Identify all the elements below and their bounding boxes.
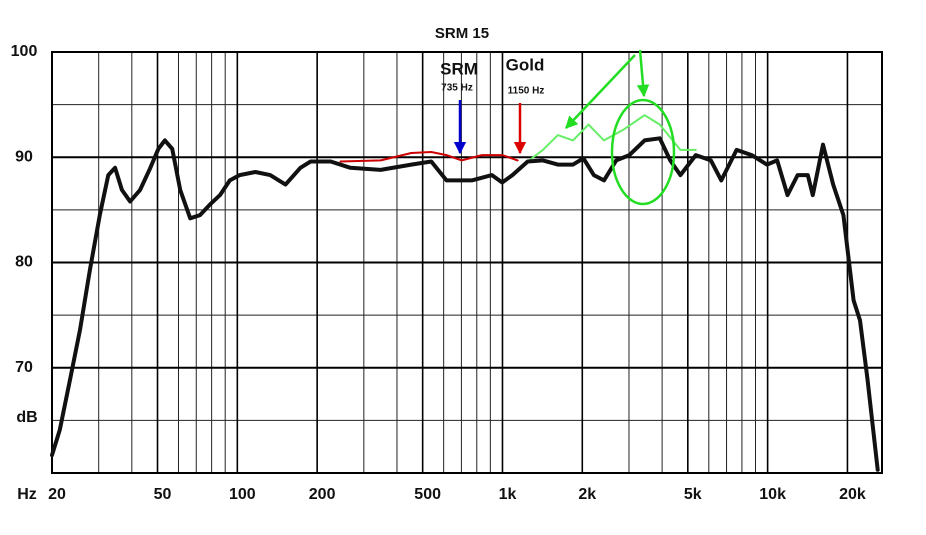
x-axis-label: Hz [17, 486, 37, 503]
annotation: 1150 Hz [508, 86, 545, 97]
y-tick-label: 70 [15, 359, 33, 376]
annotation: 735 Hz [441, 83, 473, 94]
plot-frame [51, 51, 883, 474]
x-tick-label: 20 [48, 486, 66, 503]
highlight-ellipse [610, 98, 676, 206]
y-tick-label: 80 [15, 254, 33, 271]
annotation-arrow [565, 54, 636, 129]
annotation: Gold [506, 55, 545, 74]
series-line [339, 151, 519, 163]
y-axis-label: dB [16, 409, 37, 426]
annotation: SRM [440, 59, 478, 78]
series-line [511, 114, 697, 177]
x-tick-label: 500 [414, 486, 441, 503]
x-tick-label: 1k [499, 486, 517, 503]
x-tick-label: 200 [309, 486, 336, 503]
series-line [50, 136, 880, 472]
y-tick-label: 90 [15, 148, 33, 165]
x-tick-label: 5k [684, 486, 702, 503]
grid: 70 80 90 100 20 50 100 200 500 1k 2k 5k 10k 20k [11, 43, 883, 503]
x-tick-label: 50 [154, 486, 172, 503]
annotations: SRM 735 Hz Gold 1150 Hz [440, 49, 676, 206]
x-tick-label: 2k [578, 486, 596, 503]
annotation-arrow [636, 49, 650, 98]
lines [50, 114, 880, 472]
chart-title: SRM 15 [435, 25, 489, 42]
x-tick-label: 100 [229, 486, 256, 503]
x-tick-label: 10k [759, 486, 786, 503]
x-tick-label: 20k [839, 486, 866, 503]
y-tick-label: 100 [11, 43, 38, 60]
